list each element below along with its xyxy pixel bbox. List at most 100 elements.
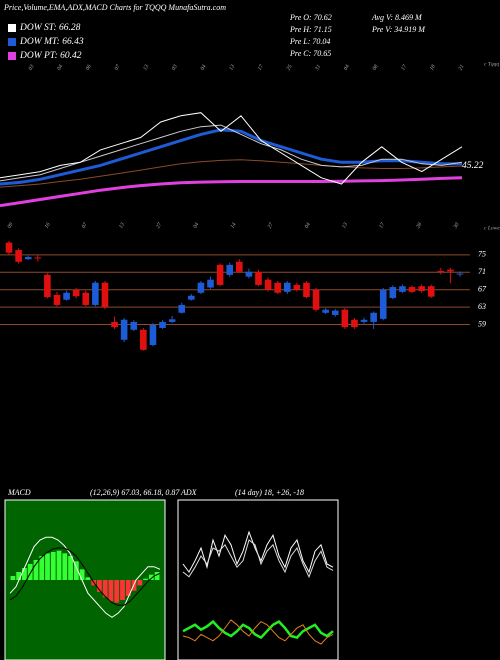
candle-body xyxy=(44,274,51,298)
candle-body xyxy=(34,257,42,259)
histogram-bar xyxy=(73,561,79,580)
info-label: Pre L: 70.04 xyxy=(289,37,330,46)
candle-body xyxy=(197,282,205,293)
candle-body xyxy=(120,319,128,340)
candle-body xyxy=(245,271,253,277)
histogram-bar xyxy=(50,552,56,580)
date-label: 30 xyxy=(452,222,461,231)
histogram-bar xyxy=(97,580,102,592)
date-label: 13 xyxy=(228,64,236,72)
candle-body xyxy=(72,289,80,297)
info-label: Pre C: 70.65 xyxy=(289,49,331,58)
date-label: 03 xyxy=(28,64,36,72)
series-line xyxy=(182,539,334,579)
legend-label: DOW MT: 66.43 xyxy=(19,37,84,47)
candle-body xyxy=(447,269,454,272)
panel-bg xyxy=(177,499,339,660)
date-label: 25 xyxy=(286,64,294,72)
series-line xyxy=(0,124,463,182)
histogram-bar xyxy=(27,564,33,580)
histogram-bar xyxy=(56,550,62,580)
last-value-label: 45.22 xyxy=(462,161,484,171)
date-label: 17 xyxy=(378,222,386,230)
candle-body xyxy=(283,282,291,292)
candle-body xyxy=(63,292,70,300)
histogram-bar xyxy=(137,580,143,586)
candle-body xyxy=(370,312,377,322)
y-tick-label: 67 xyxy=(478,285,487,294)
candle-body xyxy=(178,304,186,313)
date-label: 03 xyxy=(171,64,179,72)
y-tick-label: 75 xyxy=(478,250,486,259)
histogram-bar xyxy=(22,568,27,580)
date-label: 28 xyxy=(415,222,423,230)
date-label: 04 xyxy=(303,221,312,229)
histogram-bar xyxy=(125,580,131,596)
legend-swatch xyxy=(8,38,16,46)
series-line xyxy=(182,619,334,645)
info-label: Pre V: 34.919 M xyxy=(371,25,426,34)
candle-body xyxy=(149,324,157,346)
date-label: 07 xyxy=(81,222,89,230)
candle-body xyxy=(379,289,387,319)
date-label: 13 xyxy=(142,64,150,72)
series-line xyxy=(0,159,463,188)
histogram-bar xyxy=(85,577,91,580)
candle-body xyxy=(389,287,397,298)
candle-body xyxy=(130,321,138,330)
candle-body xyxy=(168,319,176,322)
date-label: 17 xyxy=(257,64,265,72)
candle-body xyxy=(111,321,118,328)
date-label: 06 xyxy=(85,64,93,72)
date-label: 13 xyxy=(118,222,126,230)
candle-body xyxy=(303,282,310,298)
legend-swatch xyxy=(8,52,16,60)
histogram-bar xyxy=(143,578,148,580)
candle-body xyxy=(235,261,243,272)
candle-body xyxy=(351,319,358,328)
legend-label: DOW ST: 66.28 xyxy=(19,23,81,33)
histogram-bar xyxy=(148,574,154,580)
candle-body xyxy=(264,279,272,290)
histogram-bar xyxy=(102,580,108,598)
candle-body xyxy=(226,264,234,275)
candle-body xyxy=(331,310,339,315)
candle-body xyxy=(24,257,32,260)
date-label: 27 xyxy=(155,222,163,230)
candle-body xyxy=(399,286,406,292)
histogram-bar xyxy=(45,553,50,580)
panel-title: ADX xyxy=(180,488,198,497)
corner-label: c Lowest xyxy=(484,225,500,231)
date-label: 18 xyxy=(429,64,437,72)
date-label: 07 xyxy=(114,64,122,72)
candle-body xyxy=(293,284,301,290)
series-line xyxy=(0,112,463,185)
series-line xyxy=(0,128,462,186)
page-title: Price,Volume,EMA,ADX,MACD Charts for TQQ… xyxy=(3,3,226,12)
date-label: 21 xyxy=(458,64,466,72)
series-line xyxy=(9,536,161,618)
candle-body xyxy=(341,309,349,328)
info-label: Avg V: 8.469 M xyxy=(371,13,423,22)
panel-subtitle: (14 day) 18, +26, -18 xyxy=(235,488,304,497)
date-label: 04 xyxy=(342,63,351,71)
histogram-bar xyxy=(120,580,125,600)
date-label: 04 xyxy=(55,63,64,71)
candle-body xyxy=(207,279,214,288)
histogram-bar xyxy=(108,580,114,602)
date-label: 08 xyxy=(372,64,380,72)
date-label: 13 xyxy=(341,222,349,230)
candle-body xyxy=(15,250,22,262)
candle-body xyxy=(92,282,99,305)
candle-body xyxy=(188,295,195,300)
candle-body xyxy=(312,289,320,310)
panel-title: MACD xyxy=(7,488,31,497)
histogram-bar xyxy=(79,569,85,580)
corner-label: c Tqqq xyxy=(484,61,499,67)
candle-body xyxy=(53,294,61,305)
histogram-bar xyxy=(10,576,16,580)
legend-label: DOW PT: 60.42 xyxy=(19,51,82,61)
info-label: Pre O: 70.62 xyxy=(289,13,332,22)
candle-body xyxy=(456,273,464,275)
